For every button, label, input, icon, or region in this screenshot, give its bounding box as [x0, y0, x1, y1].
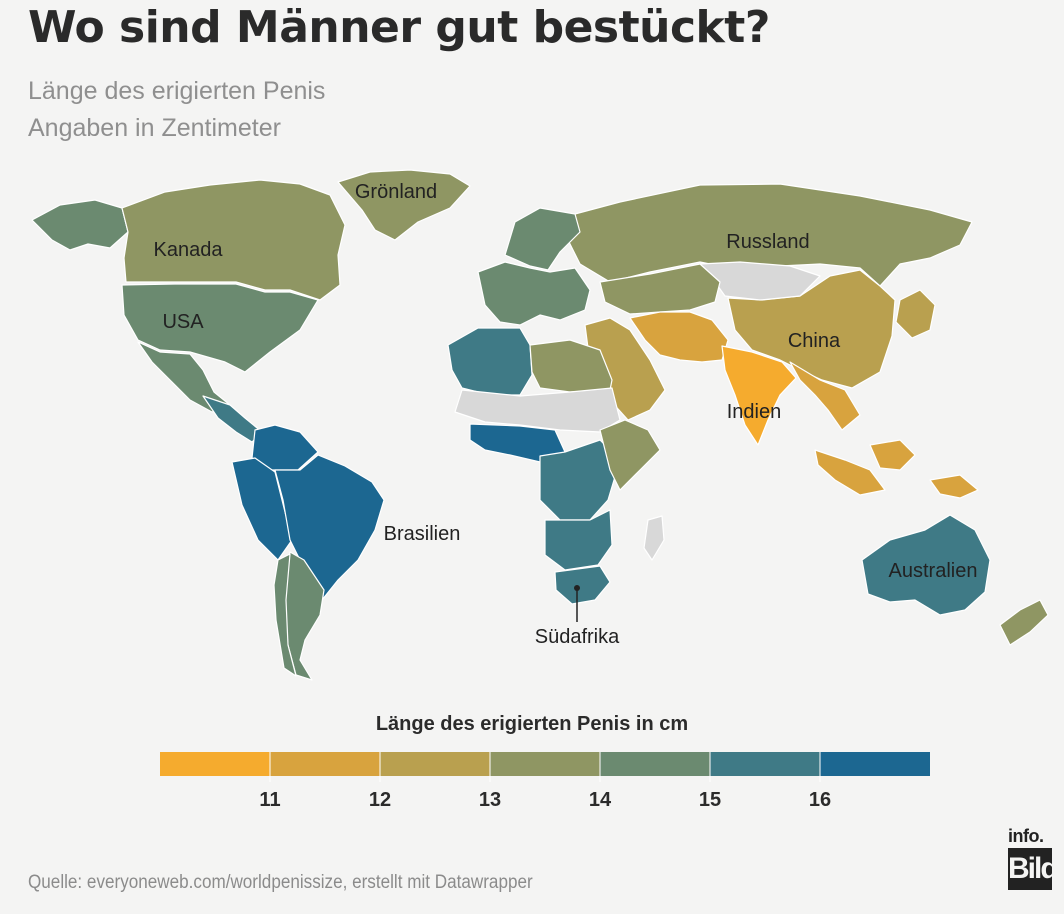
logo-bild-text: Bild [1008, 848, 1059, 890]
region-usa [121, 283, 319, 373]
legend-swatch [600, 752, 710, 776]
world-choropleth-map: Grönland Kanada USA Russland China Indien Bras… [31, 169, 1049, 681]
map-label-kanada: Kanada [154, 239, 224, 261]
chart-title: Wo sind Männer gut bestückt? [28, 2, 770, 53]
map-label-groenland: Grönland [355, 181, 437, 203]
legend-tick-label: 14 [589, 789, 612, 811]
map-label-australien: Australien [889, 560, 978, 582]
region-iran-pakistan [629, 311, 729, 363]
map-label-china: China [788, 330, 841, 352]
region-zentralamerika [202, 395, 263, 443]
region-chile [273, 553, 297, 677]
region-suedliches-afrika [544, 509, 613, 571]
region-groenland [337, 169, 471, 241]
legend-tick-label: 13 [479, 789, 501, 811]
legend-title: Länge des erigierten Penis in cm [375, 713, 689, 735]
region-indien [721, 345, 797, 446]
map-label-suedafrika: Südafrika [535, 626, 620, 648]
logo-info-text: info. [1008, 826, 1044, 846]
region-australien [861, 514, 991, 616]
region-nordafrika-west [447, 327, 533, 396]
legend-swatch [270, 752, 380, 776]
legend-swatch [160, 752, 270, 776]
bild-logo: info. Bild [1008, 826, 1059, 896]
legend-swatch [820, 752, 930, 776]
map-label-indien: Indien [727, 401, 782, 423]
map-label-usa: USA [162, 311, 204, 333]
map-label-brasilien: Brasilien [384, 523, 461, 545]
chart-subtitle: Länge des erigierten Penis [28, 77, 326, 105]
region-suedostasien [789, 361, 861, 431]
region-europa [477, 261, 591, 326]
color-legend: 11 12 13 14 15 16 [160, 752, 930, 811]
region-madagaskar [643, 515, 665, 561]
legend-swatch [490, 752, 600, 776]
chart-unit-note: Angaben in Zentimeter [28, 114, 281, 142]
region-japan-korea [895, 289, 936, 339]
region-indonesien [814, 439, 979, 499]
region-kanada [121, 179, 346, 301]
map-label-russland: Russland [726, 231, 809, 253]
region-ostafrika [599, 419, 661, 491]
legend-swatch [380, 752, 490, 776]
region-suedafrika [554, 565, 611, 605]
region-alaska [31, 199, 129, 251]
legend-swatch [710, 752, 820, 776]
region-kasachstan [599, 263, 721, 315]
legend-tick-label: 15 [699, 789, 721, 811]
legend-tick-label: 11 [259, 789, 280, 811]
suedafrika-pointer-dot [574, 585, 580, 591]
region-skandinavien [504, 207, 581, 271]
legend-tick-label: 16 [809, 789, 831, 811]
region-neuseeland [999, 599, 1049, 646]
source-note: Quelle: everyoneweb.com/worldpenissize, … [28, 872, 533, 893]
legend-tick-label: 12 [369, 789, 391, 811]
region-zentralafrika [539, 439, 621, 521]
